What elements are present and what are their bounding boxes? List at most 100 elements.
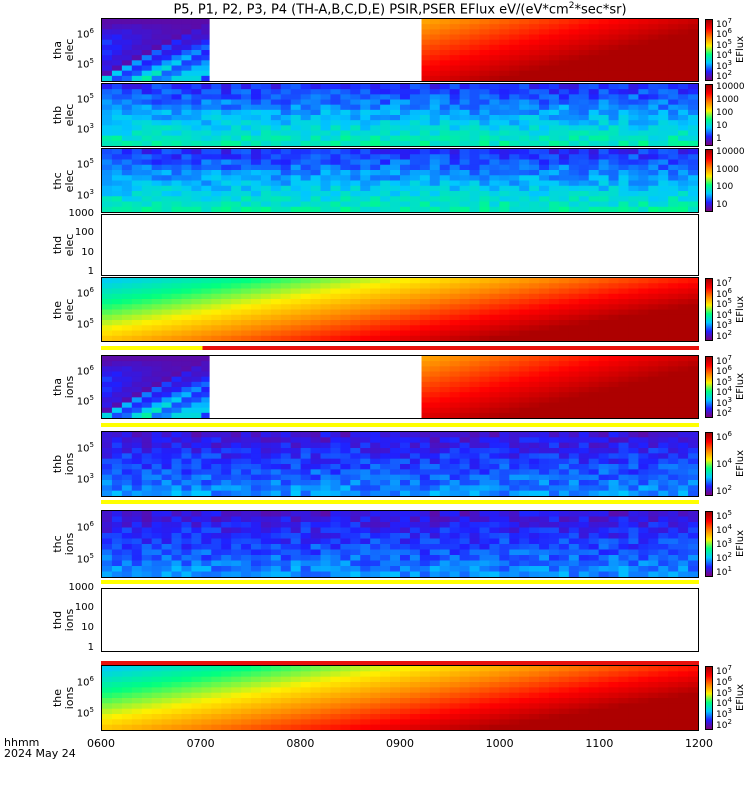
spectrogram-cell	[151, 34, 163, 41]
spectrogram-cell	[688, 464, 698, 470]
spectrogram-cell	[121, 464, 133, 470]
spectrogram-cell	[608, 392, 620, 398]
spectrogram-cell	[499, 115, 510, 121]
spectrogram-cell	[300, 485, 312, 492]
spectrogram-cell	[509, 532, 520, 539]
spectrogram-cell	[181, 104, 192, 111]
spectrogram-cell	[678, 19, 689, 25]
spectrogram-cell	[519, 149, 530, 155]
spectrogram-cell	[400, 154, 411, 160]
spectrogram-cell	[201, 309, 212, 316]
spectrogram-cell	[648, 366, 659, 372]
spectrogram-cell	[648, 330, 659, 337]
spectrogram-cell	[558, 29, 570, 35]
spectrogram-cell	[241, 293, 252, 300]
spectrogram-cell	[231, 474, 242, 481]
spectrogram-cell	[201, 19, 212, 25]
spectrogram-cell	[320, 104, 332, 111]
spectrogram-cell	[558, 135, 570, 142]
spectrogram-cell	[400, 532, 411, 539]
spectrogram-cell	[400, 185, 411, 192]
spectrogram-cell	[658, 361, 669, 367]
spectrogram-cell	[519, 335, 530, 341]
spectrogram-cell	[380, 309, 391, 316]
spectrogram-cell	[102, 109, 113, 116]
spectrogram-cell	[390, 175, 401, 181]
spectrogram-cell	[688, 175, 698, 181]
spectrogram-cell	[201, 458, 212, 465]
spectrogram-cell	[479, 159, 490, 166]
spectrogram-cell	[141, 402, 153, 409]
spectrogram-cell	[429, 278, 441, 284]
spectrogram-cell	[608, 283, 620, 289]
spectrogram-cell	[549, 140, 560, 146]
spectrogram-cell	[529, 356, 540, 362]
spectrogram-cell	[558, 381, 570, 388]
spectrogram-cell	[628, 169, 639, 176]
spectrogram-cell	[221, 169, 232, 176]
spectrogram-cell	[151, 278, 163, 284]
spectrogram-cell	[429, 325, 441, 331]
spectrogram-cell	[459, 522, 471, 528]
spectrogram-cell	[519, 371, 530, 378]
spectrogram-cell	[241, 544, 252, 550]
spectrogram-cell	[509, 442, 520, 449]
spectrogram-cell	[191, 29, 202, 35]
spectrogram-cell	[360, 120, 371, 126]
spectrogram-cell	[191, 19, 202, 25]
spectrogram-cell	[181, 60, 192, 66]
spectrogram-cell	[539, 371, 550, 378]
spectrogram-cell	[529, 70, 540, 77]
spectrogram-cell	[558, 19, 570, 25]
spectrogram-cell	[270, 206, 282, 212]
spectrogram-cell	[658, 115, 669, 121]
spectrogram-cell	[161, 29, 173, 35]
spectrogram-cell	[350, 453, 361, 460]
spectrogram-cell	[191, 44, 202, 51]
spectrogram-cell	[688, 55, 698, 61]
spectrogram-cell	[211, 120, 222, 126]
spectrogram-cell	[270, 109, 282, 116]
spectrogram-cell	[459, 283, 471, 289]
spectrogram-cell	[539, 298, 550, 305]
spectrogram-cell	[479, 485, 490, 492]
spectrogram-cell	[469, 469, 481, 476]
spectrogram-cell	[469, 571, 481, 577]
spectrogram-cell	[181, 84, 192, 90]
spectrogram-cell	[608, 320, 620, 326]
spectrogram-cell	[608, 437, 620, 444]
spectrogram-cell	[330, 201, 341, 208]
spectrogram-cell	[439, 544, 451, 550]
spectrogram-cell	[141, 522, 153, 528]
spectrogram-cell	[141, 293, 153, 300]
spectrogram-cell	[419, 120, 431, 126]
spectrogram-cell	[519, 180, 530, 187]
spectrogram-cell	[568, 464, 580, 470]
spectrogram-cell	[102, 29, 113, 35]
spectrogram-cell	[439, 387, 451, 393]
spectrogram-cell	[429, 125, 441, 131]
spectrogram-cell	[598, 65, 610, 72]
spectrogram-cell	[529, 532, 540, 539]
spectrogram-cell	[231, 89, 242, 95]
spectrogram-cell	[191, 485, 202, 492]
spectrogram-cell	[260, 335, 272, 341]
spectrogram-cell	[171, 527, 183, 534]
spectrogram-cell	[161, 397, 173, 403]
spectrogram-cell	[111, 335, 123, 341]
spectrogram-cell	[529, 104, 540, 111]
spectrogram-cell	[519, 464, 530, 470]
spectrogram-cell	[608, 376, 620, 383]
spectrogram-cell	[151, 474, 163, 481]
spectrogram-cell	[628, 474, 639, 481]
spectrogram-cell	[310, 304, 322, 310]
spectrogram-cell	[360, 201, 371, 208]
spectrogram-cell	[638, 442, 649, 449]
spectrogram-cell	[558, 387, 570, 393]
spectrogram-cell	[310, 130, 322, 137]
spectrogram-cell	[678, 115, 689, 121]
spectrogram-cell	[419, 109, 431, 116]
spectrogram-cell	[539, 366, 550, 372]
spectrogram-cell	[161, 371, 173, 378]
spectrogram-cell	[340, 474, 351, 481]
